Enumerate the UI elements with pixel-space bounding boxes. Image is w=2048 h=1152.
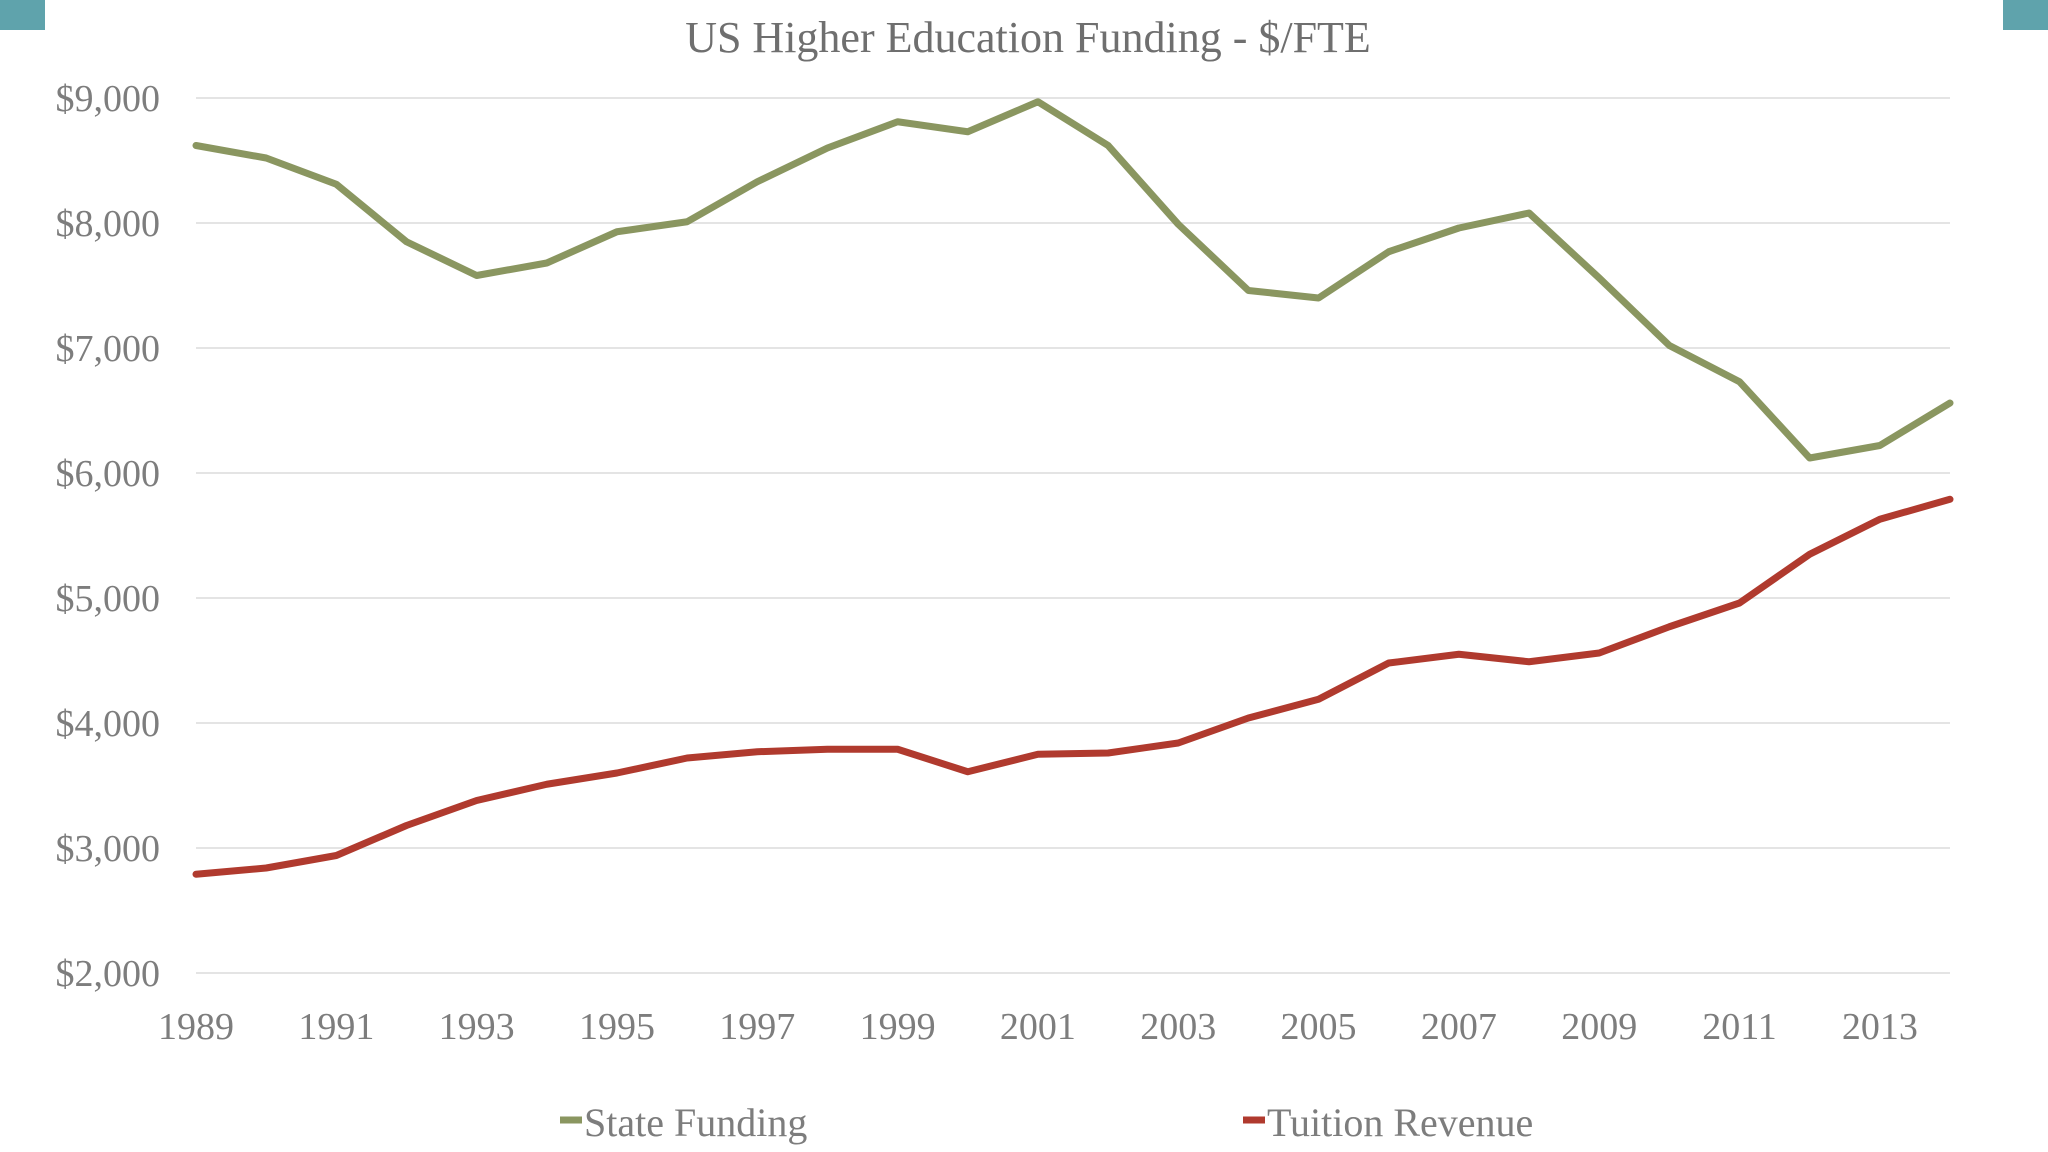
x-tick-label: 2003	[1140, 1006, 1216, 1048]
grid-lines	[196, 97, 1950, 974]
y-tick-label: $5,000	[56, 578, 161, 620]
x-tick-label: 2011	[1702, 1006, 1777, 1048]
legend-label: Tuition Revenue	[1267, 1100, 1533, 1145]
legend-item-tuition-revenue: Tuition Revenue	[1243, 1100, 1533, 1145]
y-axis-ticks: $9,000 $8,000 $7,000 $6,000 $5,000 $4,000 $3,0…	[56, 78, 161, 995]
x-tick-label: 1999	[860, 1006, 936, 1048]
x-tick-label: 1993	[439, 1006, 515, 1048]
x-tick-label: 1989	[158, 1006, 234, 1048]
y-tick-label: $4,000	[56, 703, 161, 745]
legend: State Funding Tuition Revenue	[560, 1100, 1533, 1145]
legend-item-state-funding: State Funding	[560, 1100, 807, 1145]
x-tick-label: 2005	[1281, 1006, 1357, 1048]
x-tick-label: 1991	[298, 1006, 374, 1048]
y-tick-label: $2,000	[56, 953, 161, 995]
y-tick-label: $7,000	[56, 328, 161, 370]
x-axis-ticks: 1989 1991 1993 1995 1997 1999 2001 2003 2005 2007…	[158, 1006, 1918, 1048]
x-tick-label: 2007	[1421, 1006, 1497, 1048]
y-tick-label: $6,000	[56, 453, 161, 495]
y-tick-label: $8,000	[56, 203, 161, 245]
series-line-state-funding	[192, 98, 1954, 462]
corner-accent-left	[0, 0, 45, 30]
y-tick-label: $9,000	[56, 78, 161, 120]
series-lines	[192, 98, 1954, 878]
x-tick-label: 2013	[1842, 1006, 1918, 1048]
corner-accent-right	[2003, 0, 2048, 30]
x-tick-label: 1995	[579, 1006, 655, 1048]
x-tick-label: 2001	[1000, 1006, 1076, 1048]
chart-title: US Higher Education Funding - $/FTE	[685, 13, 1371, 62]
y-tick-label: $3,000	[56, 828, 161, 870]
legend-label: State Funding	[584, 1100, 807, 1145]
series-line-tuition-revenue	[192, 495, 1954, 878]
x-tick-label: 2009	[1561, 1006, 1637, 1048]
x-tick-label: 1997	[719, 1006, 795, 1048]
